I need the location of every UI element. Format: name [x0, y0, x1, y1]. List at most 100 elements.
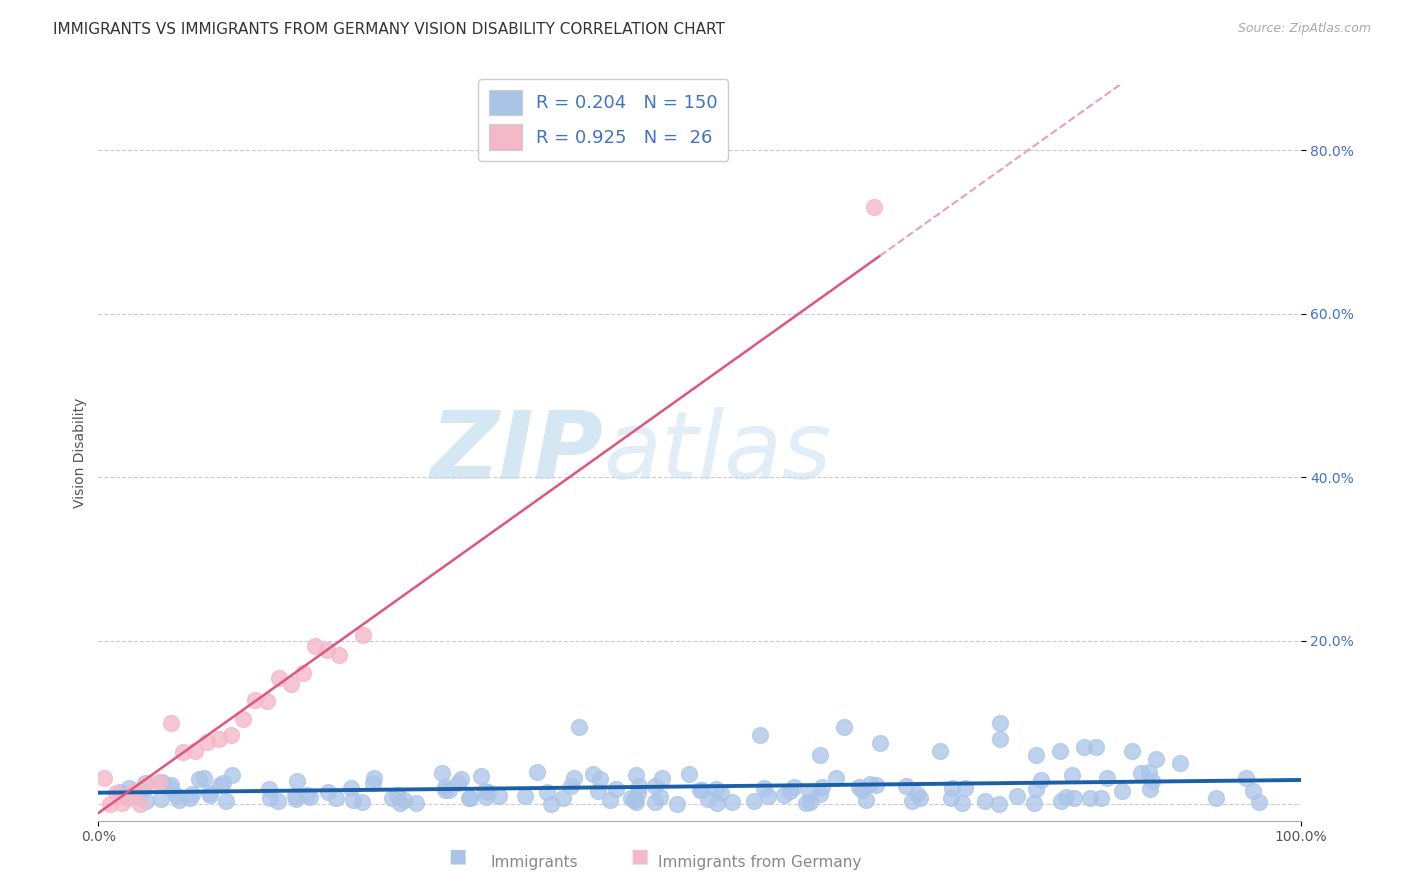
Point — [1144, 752, 1167, 766]
Point — [256, 694, 278, 708]
Point — [953, 781, 976, 796]
Point — [405, 797, 427, 811]
Point — [894, 780, 917, 794]
Point — [794, 796, 817, 810]
Point — [167, 793, 190, 807]
Point — [458, 791, 481, 805]
Point — [568, 720, 591, 734]
Point — [470, 769, 492, 783]
Point — [315, 643, 337, 657]
Point — [342, 792, 364, 806]
Point — [187, 772, 209, 787]
Point — [974, 795, 997, 809]
Point — [1139, 781, 1161, 796]
Point — [862, 201, 884, 215]
Point — [280, 677, 302, 691]
Point — [848, 780, 870, 795]
Point — [243, 693, 266, 707]
Point — [623, 792, 645, 806]
Point — [748, 728, 770, 742]
Point — [689, 783, 711, 797]
Point — [564, 771, 586, 785]
Point — [159, 778, 181, 792]
Point — [363, 771, 385, 785]
Point — [208, 731, 231, 746]
Point — [475, 790, 498, 805]
Point — [1205, 791, 1227, 805]
Point — [605, 781, 627, 796]
Point — [129, 797, 152, 812]
Point — [385, 788, 408, 802]
Point — [488, 789, 510, 803]
Point — [221, 768, 243, 782]
Point — [1085, 740, 1108, 755]
Point — [181, 787, 204, 801]
Point — [620, 791, 643, 805]
Point — [599, 793, 621, 807]
Text: IMMIGRANTS VS IMMIGRANTS FROM GERMANY VISION DISABILITY CORRELATION CHART: IMMIGRANTS VS IMMIGRANTS FROM GERMANY VI… — [53, 22, 725, 37]
Point — [295, 788, 318, 802]
Point — [941, 781, 963, 796]
Point — [627, 786, 650, 800]
Point — [352, 628, 374, 642]
Point — [135, 775, 157, 789]
Point — [291, 666, 314, 681]
Point — [808, 787, 831, 801]
Point — [389, 796, 412, 810]
Point — [1054, 789, 1077, 804]
Point — [114, 788, 136, 802]
Point — [551, 791, 574, 805]
Point — [859, 776, 882, 790]
Point — [232, 712, 254, 726]
Point — [1022, 796, 1045, 810]
Point — [212, 776, 235, 790]
Point — [928, 744, 950, 758]
Point — [526, 764, 548, 779]
Point — [128, 789, 150, 804]
Point — [742, 794, 765, 808]
Point — [117, 790, 139, 805]
Point — [665, 797, 688, 811]
Point — [851, 783, 873, 797]
Point — [179, 791, 201, 805]
Point — [150, 791, 173, 805]
Text: Immigrants from Germany: Immigrants from Germany — [658, 855, 860, 870]
Point — [560, 779, 582, 793]
Point — [267, 671, 290, 685]
Point — [644, 779, 666, 793]
Point — [450, 772, 472, 786]
Point — [905, 787, 928, 801]
Point — [215, 794, 238, 808]
Point — [811, 780, 834, 794]
Point — [648, 789, 671, 804]
Point — [589, 772, 612, 786]
Point — [1025, 748, 1047, 763]
Point — [340, 781, 363, 796]
Point — [304, 640, 326, 654]
Point — [284, 789, 307, 803]
Point — [901, 794, 924, 808]
Point — [208, 778, 231, 792]
Point — [988, 715, 1011, 730]
Point — [721, 795, 744, 809]
Point — [328, 648, 350, 662]
Point — [1121, 744, 1143, 758]
Point — [1241, 784, 1264, 798]
Point — [627, 779, 650, 793]
Point — [437, 783, 460, 797]
Point — [799, 786, 821, 800]
Point — [105, 786, 128, 800]
Point — [219, 729, 242, 743]
Point — [434, 782, 457, 797]
Point — [1137, 764, 1160, 779]
Point — [536, 785, 558, 799]
Point — [124, 783, 146, 797]
Point — [93, 771, 115, 785]
Point — [148, 775, 170, 789]
Point — [1049, 744, 1071, 758]
Point — [198, 788, 221, 802]
Point — [1005, 789, 1028, 804]
Point — [267, 794, 290, 808]
Point — [690, 783, 713, 797]
Point — [352, 795, 374, 809]
